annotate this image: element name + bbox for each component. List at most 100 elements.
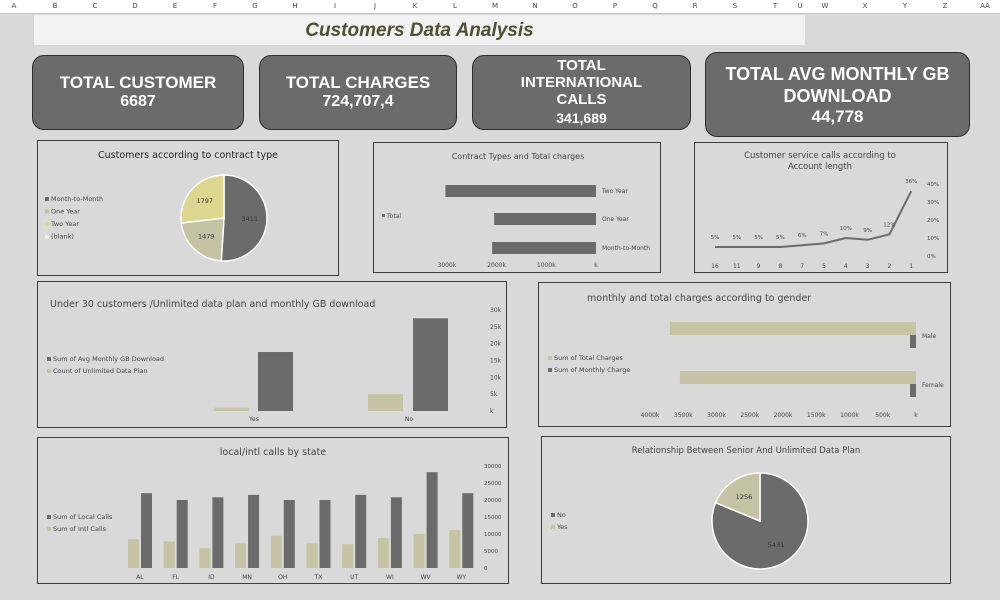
bar[interactable] <box>342 544 354 568</box>
bar[interactable] <box>449 529 461 568</box>
column-header[interactable]: Z <box>942 2 948 10</box>
category-label: TX <box>314 574 323 581</box>
column-header[interactable]: X <box>862 2 868 10</box>
legend-swatch[interactable] <box>45 234 49 239</box>
column-header[interactable]: G <box>252 2 258 10</box>
bar[interactable] <box>163 541 175 568</box>
legend-swatch[interactable] <box>45 209 49 214</box>
column-header[interactable]: K <box>412 2 418 10</box>
legend-swatch[interactable] <box>47 369 51 373</box>
column-header[interactable]: F <box>212 2 218 10</box>
kpi-label: TOTAL CUSTOMER <box>59 73 217 92</box>
legend-item: Sum of Intl Calls <box>53 525 107 533</box>
legend-swatch[interactable] <box>551 525 555 529</box>
column-header[interactable]: P <box>612 2 618 10</box>
chart-senior-unlimited-pie[interactable]: Relationship Between Senior And Unlimite… <box>541 436 951 584</box>
column-header[interactable]: C <box>92 2 98 10</box>
legend-swatch[interactable] <box>548 356 552 360</box>
pie-slice[interactable] <box>220 174 268 262</box>
column-header[interactable]: B <box>52 2 58 10</box>
column-header[interactable]: J <box>373 2 377 10</box>
bar[interactable] <box>199 548 211 568</box>
series-line[interactable] <box>715 190 913 248</box>
column-header[interactable]: D <box>132 2 138 10</box>
bar[interactable] <box>494 213 596 225</box>
bar[interactable] <box>248 494 260 568</box>
legend-swatch[interactable] <box>47 527 51 531</box>
column-header[interactable]: Q <box>652 2 658 10</box>
pie-slice[interactable] <box>180 217 225 262</box>
category-label: Yes <box>248 416 259 423</box>
bar[interactable] <box>128 539 139 568</box>
bar[interactable] <box>319 500 331 568</box>
chart-under30-unlimited[interactable]: Under 30 customers /Unlimited data plan … <box>37 281 507 428</box>
legend-item: Sum of Monthly Charge <box>554 366 630 374</box>
column-header[interactable]: W <box>821 2 829 10</box>
column-header[interactable]: L <box>453 2 457 10</box>
kpi-label: TOTAL INTERNATIONAL CALLS <box>520 57 643 108</box>
bar[interactable] <box>270 535 282 568</box>
bar[interactable] <box>679 371 916 384</box>
column-header[interactable]: E <box>172 2 178 10</box>
legend-item: One Year <box>51 208 80 216</box>
bar[interactable] <box>413 534 425 568</box>
column-header[interactable]: R <box>692 2 698 10</box>
column-header[interactable]: A <box>11 2 17 10</box>
bar[interactable] <box>462 493 474 568</box>
column-header[interactable]: M <box>491 2 499 10</box>
column-header[interactable]: I <box>333 2 337 10</box>
bar[interactable] <box>283 500 295 568</box>
legend-swatch[interactable] <box>47 357 51 361</box>
column-header[interactable]: U <box>797 2 803 10</box>
legend-swatch[interactable] <box>548 368 552 372</box>
axis-tick-label: 10% <box>927 236 939 242</box>
axis-tick-label: 20000 <box>484 498 502 504</box>
category-label: UT <box>350 574 358 581</box>
column-header[interactable]: S <box>732 2 738 10</box>
chart-contract-type-pie[interactable]: Customers according to contract type 3411… <box>37 140 339 276</box>
column-header[interactable]: H <box>292 2 298 10</box>
column-header[interactable]: Y <box>902 2 908 10</box>
chart-contract-total-charges[interactable]: Contract Types and Total charges Two Year… <box>373 142 661 273</box>
legend-swatch[interactable] <box>551 513 555 517</box>
chart-title: Contract Types and Total charges <box>452 152 585 161</box>
bar[interactable] <box>235 543 247 568</box>
bar[interactable] <box>445 185 596 197</box>
legend-swatch[interactable] <box>47 515 51 519</box>
bar[interactable] <box>426 472 438 568</box>
legend-item: Month-to-Month <box>51 195 103 203</box>
bar[interactable] <box>141 493 152 568</box>
column-header[interactable]: O <box>572 2 578 10</box>
bar[interactable] <box>258 352 293 411</box>
bar[interactable] <box>910 335 916 348</box>
chart-gender-charges[interactable]: monthly and total charges according to g… <box>538 282 951 427</box>
bar[interactable] <box>214 407 249 411</box>
bar[interactable] <box>176 500 188 568</box>
chart-calls-by-state[interactable]: local/intl calls by state AL FL ID MN OH TX UT W… <box>37 437 509 584</box>
bar[interactable] <box>390 497 402 568</box>
bar[interactable] <box>355 494 367 568</box>
category-label: OH <box>278 574 287 581</box>
column-header[interactable]: N <box>532 2 538 10</box>
axis-tick-label: 1500k <box>807 412 826 419</box>
bar[interactable] <box>492 242 596 254</box>
bar[interactable] <box>910 384 916 397</box>
bar[interactable] <box>368 394 403 411</box>
pie-slice[interactable] <box>180 174 225 224</box>
legend-swatch[interactable] <box>45 222 49 226</box>
column-header[interactable]: AA <box>980 2 990 10</box>
bar[interactable] <box>377 538 389 568</box>
bar[interactable] <box>306 543 318 568</box>
bar[interactable] <box>413 318 448 411</box>
pie-slice[interactable] <box>714 472 761 523</box>
chart-service-calls-line[interactable]: Customer service calls according to Accou… <box>694 142 948 273</box>
legend-swatch[interactable] <box>45 197 49 201</box>
bar[interactable] <box>212 497 224 568</box>
axis-tick-label: 25k <box>490 324 502 331</box>
legend-item: Sum of Local Calls <box>53 513 113 521</box>
bar[interactable] <box>669 322 916 335</box>
chart-title: Account length <box>788 162 852 172</box>
legend-item: Sum of Total Charges <box>554 354 624 362</box>
column-header[interactable]: T <box>772 2 778 10</box>
legend-swatch[interactable] <box>382 214 385 217</box>
